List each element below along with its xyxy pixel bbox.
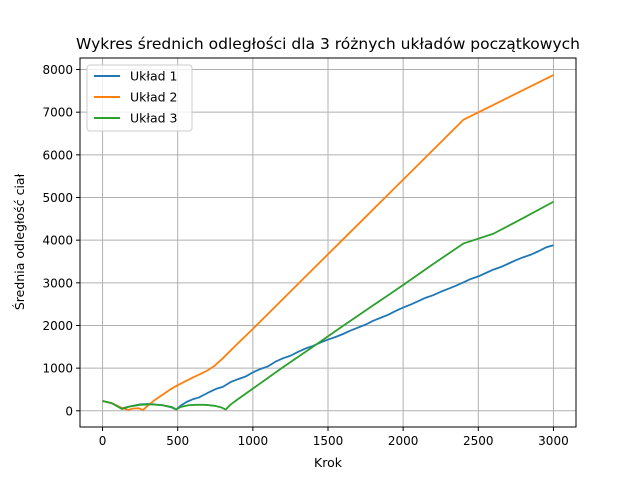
y-axis-label: Średnia odległość ciał xyxy=(12,173,27,310)
y-tick-label: 5000 xyxy=(42,191,73,205)
x-tick-label: 500 xyxy=(166,434,189,448)
x-axis-label: Krok xyxy=(314,455,343,470)
y-tick-label: 0 xyxy=(65,404,73,418)
x-tick-label: 0 xyxy=(99,434,107,448)
y-tick-label: 1000 xyxy=(42,362,73,376)
series-line-uklad-3 xyxy=(102,200,554,411)
series-line-uklad-2 xyxy=(102,74,554,411)
legend-label-uklad-3: Układ 3 xyxy=(130,111,177,126)
y-tick-label: 3000 xyxy=(42,276,73,290)
y-tick-label: 4000 xyxy=(42,234,73,248)
axis-ticks: 0 500 1000 1500 2000 2500 3000 0 1000 2000 3000 400… xyxy=(42,63,568,448)
x-tick-label: 1500 xyxy=(313,434,344,448)
y-tick-label: 2000 xyxy=(42,319,73,333)
series-line-uklad-1 xyxy=(102,244,554,411)
grid-lines xyxy=(80,58,576,427)
x-tick-label: 3000 xyxy=(538,434,569,448)
legend-label-uklad-1: Układ 1 xyxy=(130,69,177,84)
series-lines xyxy=(102,74,554,411)
x-tick-label: 1000 xyxy=(238,434,269,448)
x-tick-label: 2500 xyxy=(463,434,494,448)
y-tick-label: 6000 xyxy=(42,148,73,162)
legend: Układ 1 Układ 2 Układ 3 xyxy=(86,64,193,132)
legend-box xyxy=(86,64,193,132)
chart-title: Wykres średnich odległości dla 3 różnych… xyxy=(76,35,580,53)
y-tick-label: 7000 xyxy=(42,106,73,120)
x-tick-label: 2000 xyxy=(388,434,419,448)
y-tick-label: 8000 xyxy=(42,63,73,77)
legend-label-uklad-2: Układ 2 xyxy=(130,90,177,105)
